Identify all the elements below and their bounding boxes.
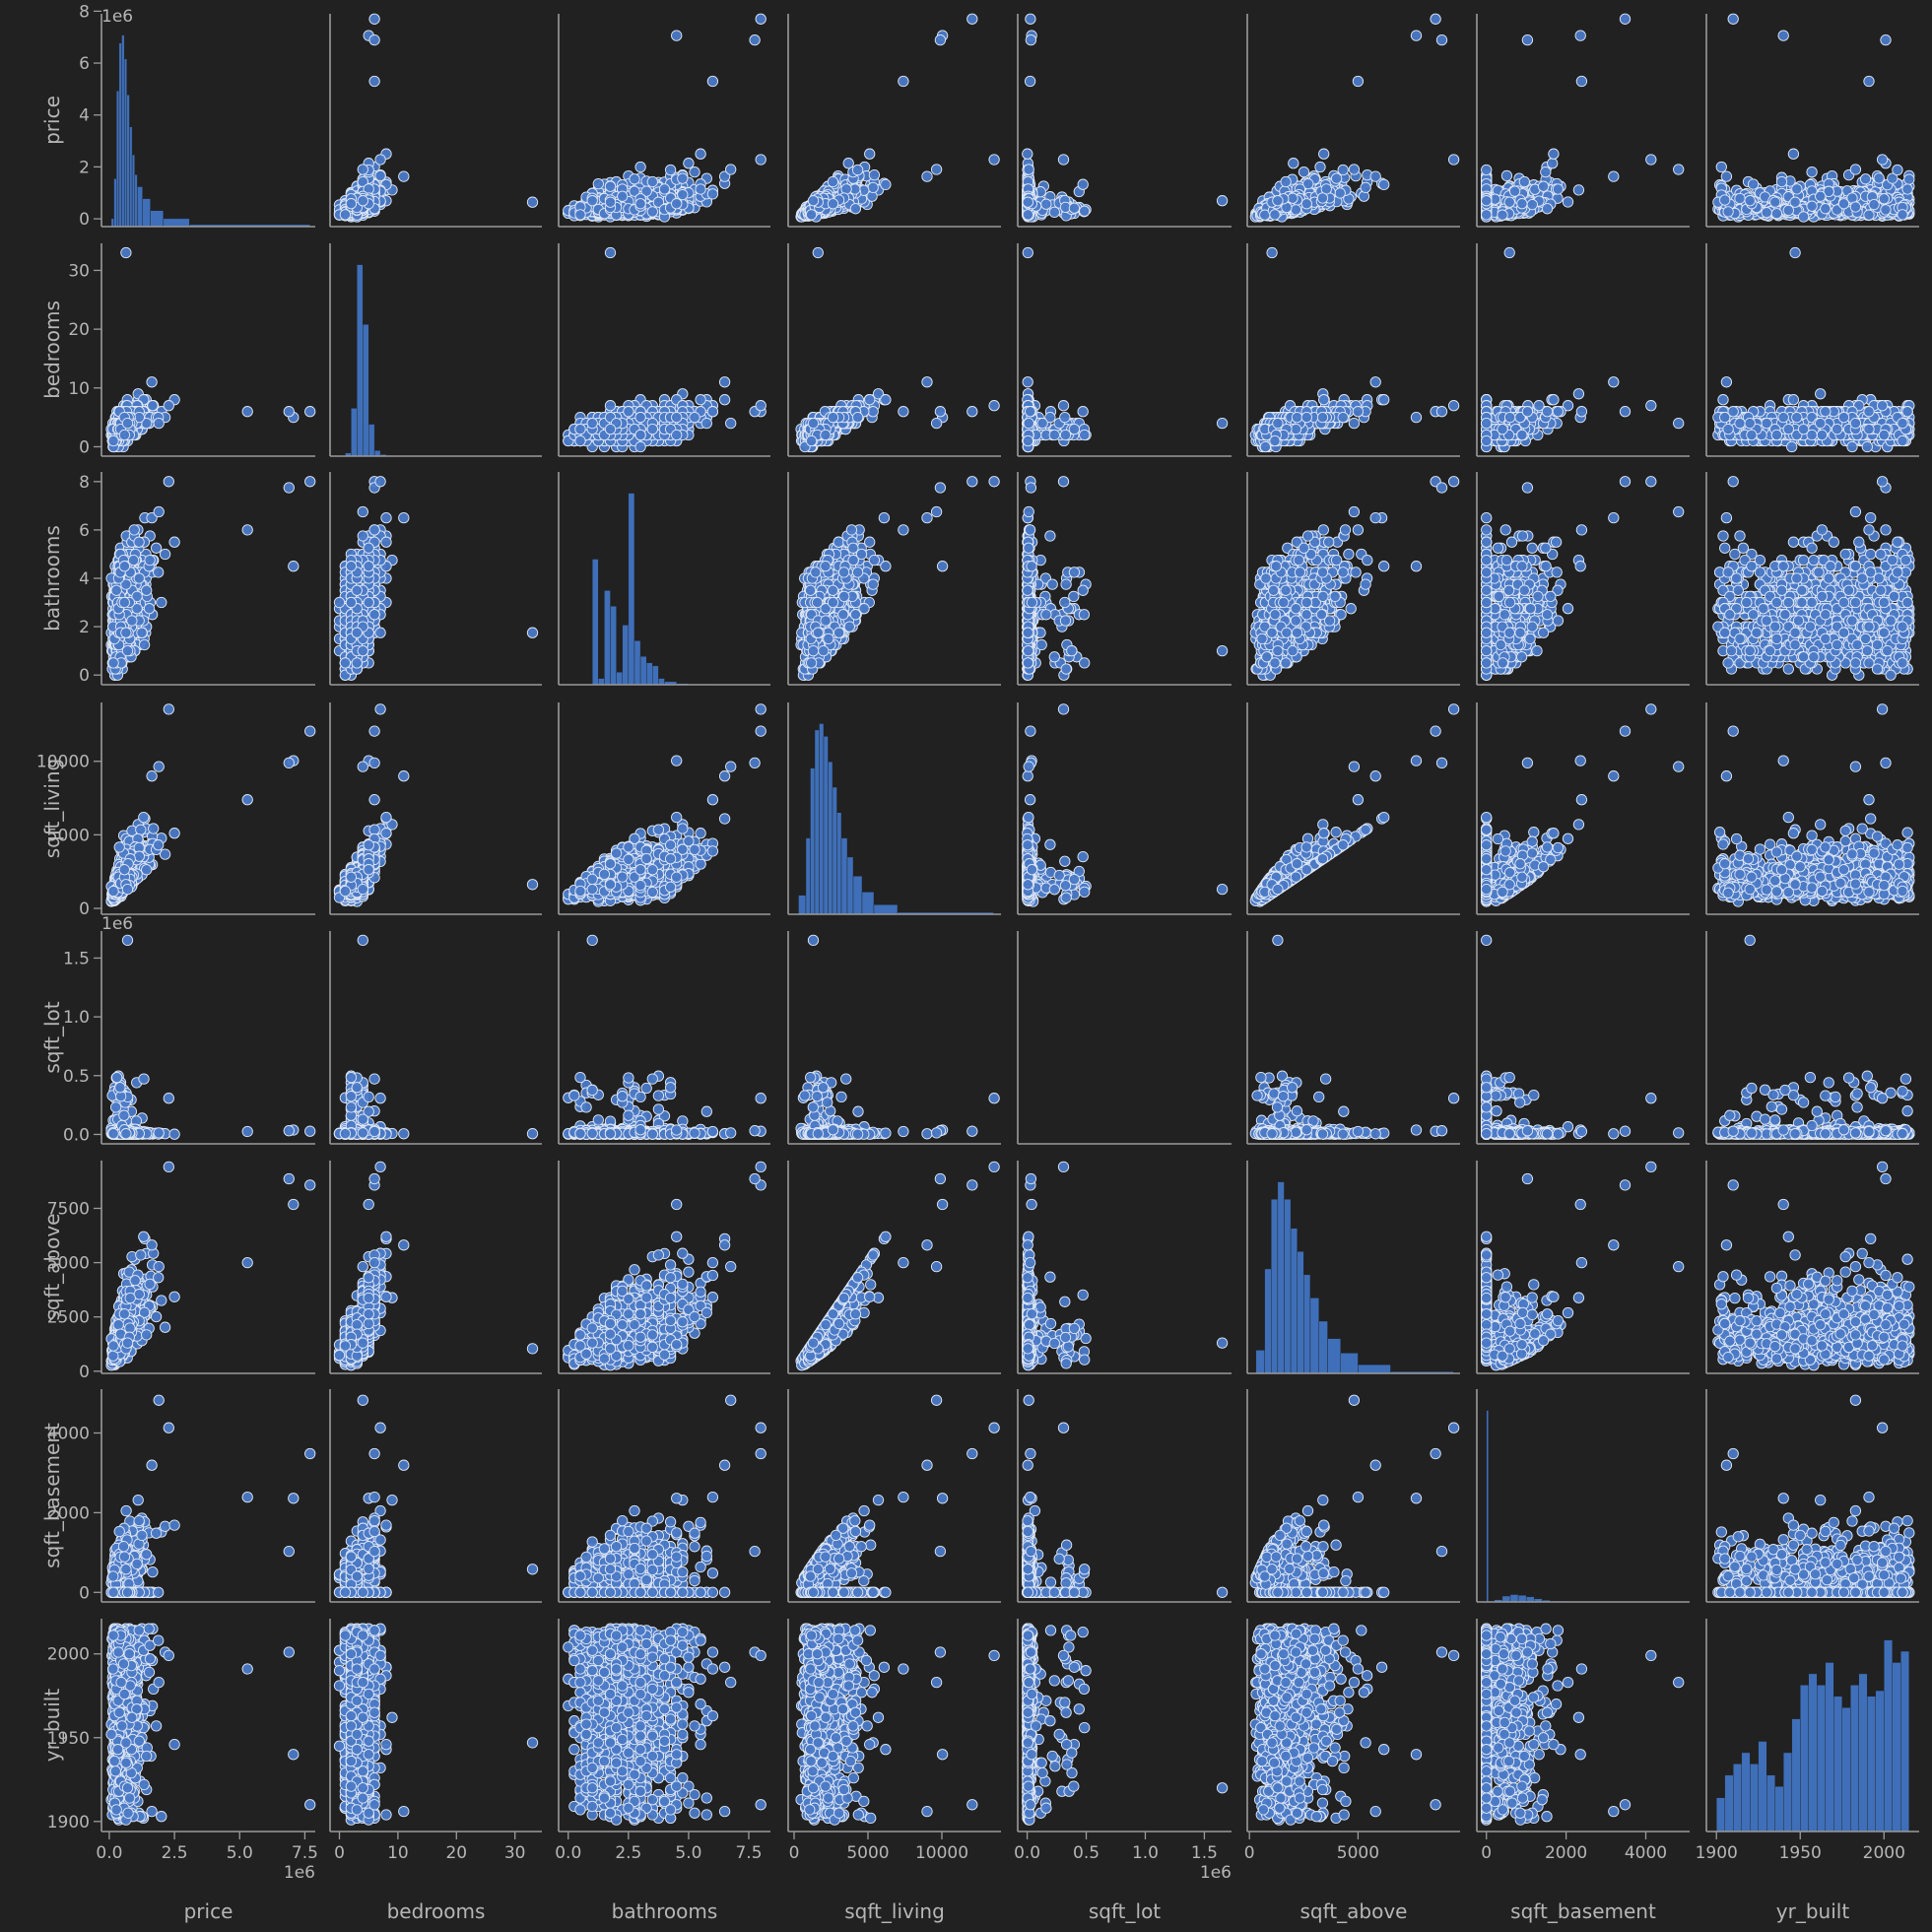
hist-bar-price-6 [127,95,130,227]
hist-bar-price-13 [164,219,189,227]
hist-bar-price-0 [111,219,114,227]
hist-bar-price-10 [137,187,142,228]
panel-price-vs-price [111,35,310,227]
hist-bar-price-3 [119,43,122,227]
hist-bar-price-11 [143,199,151,227]
hist-bar-price-4 [122,35,125,227]
panel-price-vs-bedrooms [334,14,537,222]
hist-bar-price-1 [114,178,117,227]
hist-bar-price-9 [135,174,138,227]
hist-bar-price-5 [124,59,127,227]
hist-bar-price-2 [116,91,119,227]
hist-bar-price-8 [132,155,135,227]
hist-bar-price-7 [129,127,132,227]
hist-bar-price-12 [151,211,164,227]
